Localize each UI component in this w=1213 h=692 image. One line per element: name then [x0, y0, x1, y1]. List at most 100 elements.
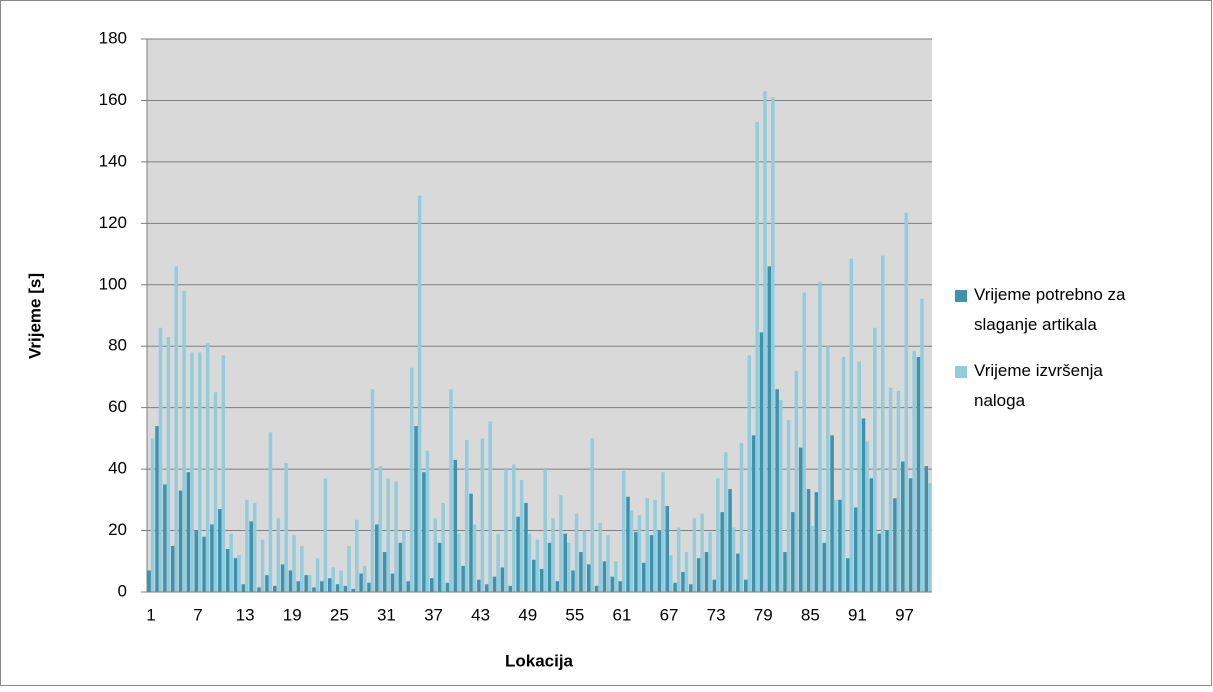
bar [202, 536, 206, 592]
y-tick-label: 40 [108, 459, 127, 478]
bar [210, 524, 214, 592]
bar [414, 426, 418, 592]
bar [398, 542, 403, 592]
bar [563, 533, 567, 592]
bar [731, 527, 736, 592]
bar [853, 507, 858, 592]
bar [700, 513, 704, 592]
bar [441, 502, 445, 592]
y-tick-label: 160 [99, 90, 127, 109]
bar [150, 438, 155, 592]
bar [880, 255, 885, 592]
bar [657, 530, 662, 592]
bar [252, 502, 257, 592]
bar [402, 530, 406, 592]
bar [272, 585, 277, 592]
bar [300, 545, 304, 592]
bar [712, 579, 717, 592]
bar [260, 539, 265, 592]
x-tick-label: 13 [236, 605, 255, 624]
bar [433, 518, 438, 592]
bar [315, 558, 320, 592]
bar [822, 542, 827, 592]
bar [841, 356, 846, 592]
bar [833, 499, 838, 592]
bar [512, 464, 516, 592]
bar [649, 535, 654, 592]
bar [826, 346, 830, 592]
y-tick-label: 120 [99, 213, 127, 232]
bar [241, 584, 246, 592]
bar [904, 212, 909, 592]
bar [818, 281, 822, 592]
bar [437, 542, 442, 592]
bar [508, 585, 513, 592]
bar [849, 258, 854, 592]
bar [869, 478, 874, 592]
bar [445, 582, 450, 592]
bar [355, 519, 359, 592]
bar [406, 581, 410, 592]
bar [810, 525, 814, 592]
bar [665, 505, 670, 592]
bar [912, 350, 916, 592]
bar [775, 389, 779, 592]
bar [292, 535, 296, 592]
bar [626, 496, 630, 592]
bar [221, 355, 226, 592]
bar [783, 552, 787, 592]
bar [351, 588, 356, 592]
bar [916, 356, 921, 592]
bar [924, 466, 929, 592]
bar [629, 510, 634, 592]
bar [579, 552, 583, 592]
bar [370, 389, 375, 592]
bar [182, 290, 186, 592]
bar [885, 530, 889, 592]
bar [457, 533, 461, 592]
bar [343, 585, 348, 592]
bar [684, 552, 689, 592]
bar [877, 533, 881, 592]
bar [696, 558, 701, 592]
bar [394, 481, 398, 592]
bar [571, 570, 575, 592]
bar [480, 438, 485, 592]
y-tick-label: 180 [99, 28, 127, 47]
bar [504, 469, 508, 592]
x-tick-label: 79 [754, 605, 773, 624]
bar [237, 555, 241, 592]
bar [186, 472, 191, 592]
bar [323, 478, 328, 592]
bar [382, 552, 387, 592]
bar [771, 97, 775, 592]
x-tick-label: 97 [895, 605, 914, 624]
bar [865, 441, 869, 592]
bar [645, 498, 650, 592]
bar [728, 489, 732, 592]
plot-area [147, 39, 932, 592]
bar [190, 352, 194, 592]
bar [464, 439, 469, 592]
bar [268, 432, 273, 592]
bar [920, 298, 924, 592]
bar [791, 512, 795, 592]
bar [312, 587, 316, 592]
bar [249, 521, 253, 592]
bar [606, 535, 610, 592]
bar [676, 527, 681, 592]
bar [778, 399, 783, 592]
bar [265, 575, 269, 592]
x-tick-label: 19 [283, 605, 302, 624]
y-axis-label: Vrijeme [s] [25, 273, 44, 359]
y-tick-label: 140 [99, 151, 127, 170]
bar [747, 355, 752, 592]
bar [218, 509, 222, 592]
x-tick-label: 55 [565, 605, 584, 624]
bar [524, 502, 528, 592]
bar [477, 579, 481, 592]
bar [327, 578, 332, 592]
bar [798, 447, 803, 592]
bar [378, 466, 383, 592]
